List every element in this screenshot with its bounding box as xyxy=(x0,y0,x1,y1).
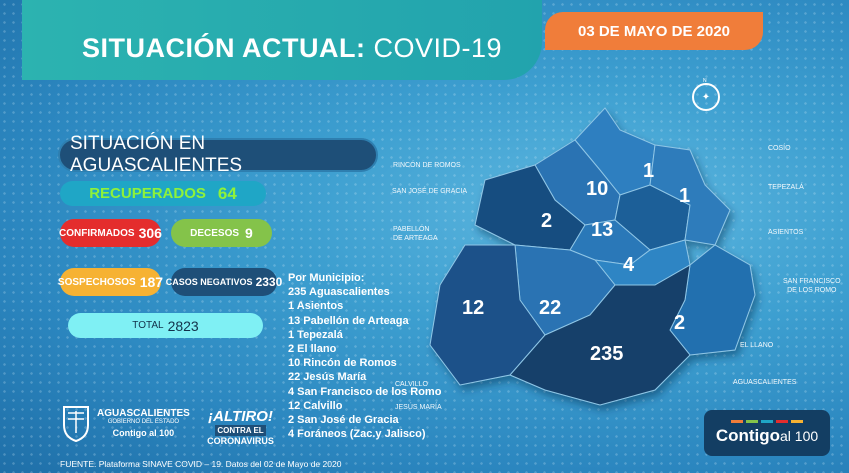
map-count-cosio: 1 xyxy=(643,160,655,182)
gobierno-logo-line3: Contigo al 100 xyxy=(112,428,175,438)
contigo-logo-main: Contigo xyxy=(715,426,781,445)
altiro-logo-line2: CONTRA EL xyxy=(215,425,266,436)
sospechosos-label: SOSPECHOSOS xyxy=(57,276,136,288)
map-label-rincon-de-romos: RINCÓN DE ROMOS xyxy=(393,162,461,169)
decesos-label: DECESOS xyxy=(190,227,240,239)
map-label-pabellon-line1: PABELLÓN xyxy=(393,226,430,233)
municipio-item: 4 San Francisco de los Romo xyxy=(288,385,442,398)
gobierno-aguascalientes-logo: AGUASCALIENTES GOBIERNO DEL ESTADO Conti… xyxy=(60,403,190,443)
altiro-coronavirus-logo: ¡ALTIRO! CONTRA EL CORONAVIRUS xyxy=(207,406,274,448)
map-count-rincon-de-romos: 10 xyxy=(586,178,609,200)
recuperados-label: RECUPERADOS xyxy=(89,185,206,202)
contigo-logo-tail: al 100 xyxy=(780,428,819,444)
title-light: COVID-19 xyxy=(373,33,503,63)
map-count-aguascalientes: 235 xyxy=(590,343,624,365)
municipio-item: 1 Tepezalá xyxy=(288,328,343,341)
contigo-logo-text: Contigoal 100 xyxy=(716,426,818,446)
coat-of-arms-icon xyxy=(63,406,89,443)
header-banner: SITUACIÓN ACTUAL: COVID-19 xyxy=(22,0,542,80)
map-label-aguascalientes: AGUASCALIENTES xyxy=(733,379,797,386)
map-count-el-llano: 2 xyxy=(674,312,686,334)
map-count-jesus-maria: 22 xyxy=(539,297,562,319)
map-label-jesus-maria: JESÚS MARÍA xyxy=(395,404,442,411)
map-label-san-francisco-line1: SAN FRANCISCO xyxy=(783,278,841,285)
decesos-value: 9 xyxy=(245,225,253,241)
map-count-san-francisco: 4 xyxy=(623,254,635,276)
gobierno-logo-text: AGUASCALIENTES GOBIERNO DEL ESTADO Conti… xyxy=(97,408,190,438)
municipio-item: 1 Asientos xyxy=(288,300,344,313)
map-label-pabellon-line2: DE ARTEAGA xyxy=(393,235,438,242)
confirmados-badge: CONFIRMADOS 306 xyxy=(59,219,162,247)
municipio-item: 10 Rincón de Romos xyxy=(288,357,397,370)
map-label-cosio: COSÍO xyxy=(768,145,791,152)
municipio-item: 235 Aguascalientes xyxy=(288,286,390,299)
sospechosos-badge: SOSPECHOSOS 187 xyxy=(57,268,164,296)
casos-negativos-label: CASOS NEGATIVOS xyxy=(165,277,253,287)
map-count-tepezala: 1 xyxy=(679,185,691,207)
map-label-san-francisco: SAN FRANCISCO DE LOS ROMO xyxy=(783,277,841,295)
gobierno-logo-line1: AGUASCALIENTES xyxy=(97,408,190,419)
source-footnote: FUENTE. Plataforma SINAVE COVID – 19. Da… xyxy=(60,459,342,469)
municipio-item: 13 Pabellón de Arteaga xyxy=(288,314,409,327)
logo-color-stripes xyxy=(731,420,803,423)
gobierno-logo-line2: GOBIERNO DEL ESTADO xyxy=(107,419,180,425)
municipio-item: 12 Calvillo xyxy=(288,399,343,412)
title-bold: SITUACIÓN ACTUAL: xyxy=(82,33,366,63)
casos-negativos-badge: CASOS NEGATIVOS 2330 xyxy=(166,268,282,296)
map-label-el-llano: EL LLANO xyxy=(740,342,774,349)
total-badge: TOTAL 2823 xyxy=(68,313,263,338)
compass-north-label: N xyxy=(703,78,707,84)
map-count-calvillo: 12 xyxy=(462,297,485,319)
section-title: SITUACIÓN EN AGUASCALIENTES xyxy=(58,133,378,176)
recuperados-badge: RECUPERADOS 64 xyxy=(60,181,266,206)
altiro-logo-line3: CORONAVIRUS xyxy=(207,436,274,446)
date-badge: 03 DE MAYO DE 2020 xyxy=(545,12,763,50)
map-label-pabellon: PABELLÓN DE ARTEAGA xyxy=(393,225,438,243)
page-title: SITUACIÓN ACTUAL: COVID-19 xyxy=(82,33,502,64)
municipio-item: 4 Foráneos (Zac.y Jalisco) xyxy=(288,428,426,441)
municipio-list: Por Municipio: 235 Aguascalientes 1 Asie… xyxy=(288,271,441,441)
casos-negativos-value: 2330 xyxy=(255,275,283,289)
municipio-list-heading: Por Municipio: xyxy=(288,272,365,284)
confirmados-label: CONFIRMADOS xyxy=(59,227,135,239)
confirmados-value: 306 xyxy=(138,225,162,241)
total-value: 2823 xyxy=(167,317,199,334)
map-count-san-jose-de-gracia: 2 xyxy=(541,210,553,232)
map-label-asientos: ASIENTOS xyxy=(768,229,804,236)
aguascalientes-map xyxy=(429,107,756,406)
sospechosos-value: 187 xyxy=(139,274,164,290)
recuperados-value: 64 xyxy=(217,183,237,203)
region-aguascalientes xyxy=(509,264,691,406)
decesos-badge: DECESOS 9 xyxy=(171,219,272,247)
map-label-calvillo: CALVILLO xyxy=(395,381,428,388)
municipio-item: 2 San José de Gracia xyxy=(288,414,399,427)
map-count-pabellon: 13 xyxy=(591,219,614,241)
total-label: TOTAL xyxy=(132,320,164,331)
map-label-san-francisco-line2: DE LOS ROMO xyxy=(787,287,837,294)
map-label-san-jose-de-gracia: SAN JOSÉ DE GRACIA xyxy=(392,188,468,195)
altiro-logo-line1: ¡ALTIRO! xyxy=(208,408,273,425)
municipio-item: 2 El llano xyxy=(288,343,337,356)
contigo-al-100-logo: Contigoal 100 xyxy=(704,410,830,456)
municipio-item: 22 Jesús María xyxy=(288,371,367,384)
map-label-tepezala: TEPEZALÁ xyxy=(768,184,804,191)
compass-icon: ✦ xyxy=(692,83,720,111)
